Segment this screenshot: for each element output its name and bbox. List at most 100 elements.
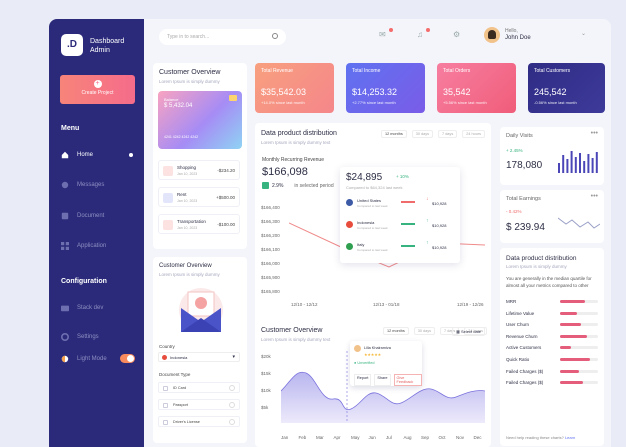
user-info[interactable]: Hello, John Doe <box>505 28 531 42</box>
avatar[interactable] <box>484 27 500 43</box>
more-icon[interactable]: ••• <box>590 130 598 137</box>
credit-card[interactable]: Balance $ 5,432.04 4241 4242 4242 4242 <box>158 91 242 149</box>
share-button[interactable]: Share <box>374 374 391 386</box>
metric-label: Active Customers <box>506 345 542 351</box>
transaction-item[interactable]: Rent Jan 10, 2023 +$500.00 <box>158 187 240 207</box>
bell-icon[interactable]: ♫ <box>417 30 423 39</box>
doc-option[interactable]: Driver's License <box>158 416 240 427</box>
earnings-change: - 0.42% <box>506 209 522 214</box>
stat-change-value: +2.77% <box>352 100 366 105</box>
stat-title: Total Revenue <box>261 68 293 74</box>
feedback-button[interactable]: Give Feedback <box>393 374 422 386</box>
learn-link[interactable]: Learn <box>564 435 576 440</box>
metric-row: Revenue Churn <box>506 334 598 339</box>
visits-value: 178,080 <box>506 160 543 171</box>
tooltip-actions: Report Share Give Feedback <box>354 374 422 386</box>
grid-icon <box>61 242 69 250</box>
stat-value: $14,253.32 <box>352 87 398 97</box>
country-row[interactable]: United States Compared to last week ↓ $10,9… <box>346 196 454 216</box>
card-subtitle: Lorem Ipsum is simply dummy <box>159 79 220 84</box>
trend-line <box>401 201 415 203</box>
sidebar-item-application[interactable]: Application <box>61 240 106 252</box>
stat-change: +5.56% since last month <box>443 100 510 105</box>
country-name: United States <box>357 198 382 203</box>
stat-card[interactable]: Total Orders 35,542 +5.56% since last mont… <box>437 63 516 113</box>
x-tick-label: Mar <box>316 435 324 440</box>
metric-bar-fill <box>560 357 591 361</box>
tab-30-days[interactable]: 30 days <box>413 327 436 335</box>
metric-bar-fill <box>560 381 583 385</box>
stat-change-value: -0.56% <box>534 100 547 105</box>
country-select[interactable]: Indonesia ▾ <box>158 352 240 362</box>
metric-bar <box>560 334 598 338</box>
stat-card[interactable]: Total Revenue $35,542.03 +14.0% since last… <box>255 63 334 113</box>
plus-icon: + <box>93 80 102 88</box>
stat-change-value: +14.0% <box>261 100 275 105</box>
x-tick-label: Sep <box>421 435 430 440</box>
x-tick-label: Jun <box>368 435 376 440</box>
sidebar-item-messages[interactable]: Messages <box>61 179 104 191</box>
metric-bar-fill <box>560 369 579 373</box>
sidebar-item-home[interactable]: Home <box>61 149 93 161</box>
customer-overview-form-card: Customer Overview Lorem Ipsum is simply … <box>153 257 247 443</box>
tab-7-days[interactable]: 7 days <box>438 130 458 138</box>
checkbox[interactable] <box>163 420 168 425</box>
y-tick-label: $165,800 <box>261 289 280 294</box>
transaction-amount: -$234.20 <box>217 168 235 173</box>
sidebar-item-document[interactable]: Document <box>61 210 104 222</box>
x-tick-label: Aug <box>403 435 412 440</box>
search-placeholder: Type in to search... <box>167 34 210 40</box>
sidebar-item-stack-dev[interactable]: Stack dev <box>61 302 103 314</box>
select-date-button[interactable]: ▦ Select date <box>452 327 485 336</box>
popup-value: $24,895 <box>346 172 383 183</box>
doc-option[interactable]: Passport <box>158 399 240 410</box>
metric-bar <box>560 357 598 361</box>
chat-icon[interactable]: ✉ <box>379 30 386 39</box>
transaction-item[interactable]: Transportation Jan 10, 2023 -$100.00 <box>158 214 240 234</box>
tab-12-months[interactable]: 12 months <box>383 327 409 335</box>
light-mode-toggle[interactable] <box>120 354 135 363</box>
metric-bar-fill <box>560 334 587 338</box>
help-text: Need help reading these charts? Learn <box>506 435 575 440</box>
mrr-note: in selected period <box>294 182 334 189</box>
chevron-down-icon[interactable]: ⌄ <box>581 31 587 37</box>
checkbox[interactable] <box>163 403 168 408</box>
doc-label: ID Card <box>173 386 187 390</box>
stat-change: +2.77% since last month <box>352 100 419 105</box>
country-row[interactable]: Italy Compared to last week ↑ $10,928 <box>346 240 454 260</box>
calendar-icon: ▦ <box>456 329 461 334</box>
gear-icon[interactable]: ⚙ <box>453 30 461 39</box>
transaction-item[interactable]: Shopping Jan 10, 2023 -$234.20 <box>158 160 240 180</box>
transaction-amount: -$100.00 <box>217 222 235 227</box>
x-tick-label: Nov <box>456 435 465 440</box>
radio[interactable] <box>229 385 235 391</box>
transaction-label: Transportation <box>177 219 206 224</box>
radio[interactable] <box>229 419 235 425</box>
arrow-up-icon: ↑ <box>426 218 429 224</box>
country-row[interactable]: Indonesia Compared to last week ↑ $10,928 <box>346 218 454 238</box>
x-tick-label: 12/10 - 12/12 <box>291 302 318 307</box>
earnings-value: $ 239.94 <box>506 222 545 233</box>
search-input[interactable]: Type in to search... <box>159 29 286 45</box>
stat-card[interactable]: Total Customers 245,542 -0.56% since last … <box>528 63 605 113</box>
configuration-title: Configuration <box>61 278 107 285</box>
checkbox[interactable] <box>163 386 168 391</box>
doc-label: Driver's License <box>173 420 200 424</box>
more-icon[interactable]: ••• <box>590 193 598 200</box>
metric-label: MRR <box>506 299 517 304</box>
create-project-button[interactable]: + Create Project <box>60 75 135 104</box>
sidebar-item-settings[interactable]: Settings <box>61 331 99 343</box>
sidebar-item-label: Stack dev <box>77 305 104 311</box>
report-button[interactable]: Report <box>354 374 372 386</box>
shopping-icon <box>163 166 173 176</box>
tab-24-hours[interactable]: 24 hours <box>462 130 485 138</box>
tab-30-days[interactable]: 30 days <box>411 130 434 138</box>
radio[interactable] <box>229 402 235 408</box>
tab-7-days[interactable]: 7 days <box>440 327 460 335</box>
stat-note: since last month <box>457 100 487 105</box>
stat-card[interactable]: Total Income $14,253.32 +2.77% since last … <box>346 63 425 113</box>
transaction-date: Jan 10, 2023 <box>177 199 198 203</box>
doc-option[interactable]: ID Card <box>158 382 240 393</box>
y-tick-label: $166,000 <box>261 261 280 266</box>
tab-12-months[interactable]: 12 months <box>380 130 407 138</box>
